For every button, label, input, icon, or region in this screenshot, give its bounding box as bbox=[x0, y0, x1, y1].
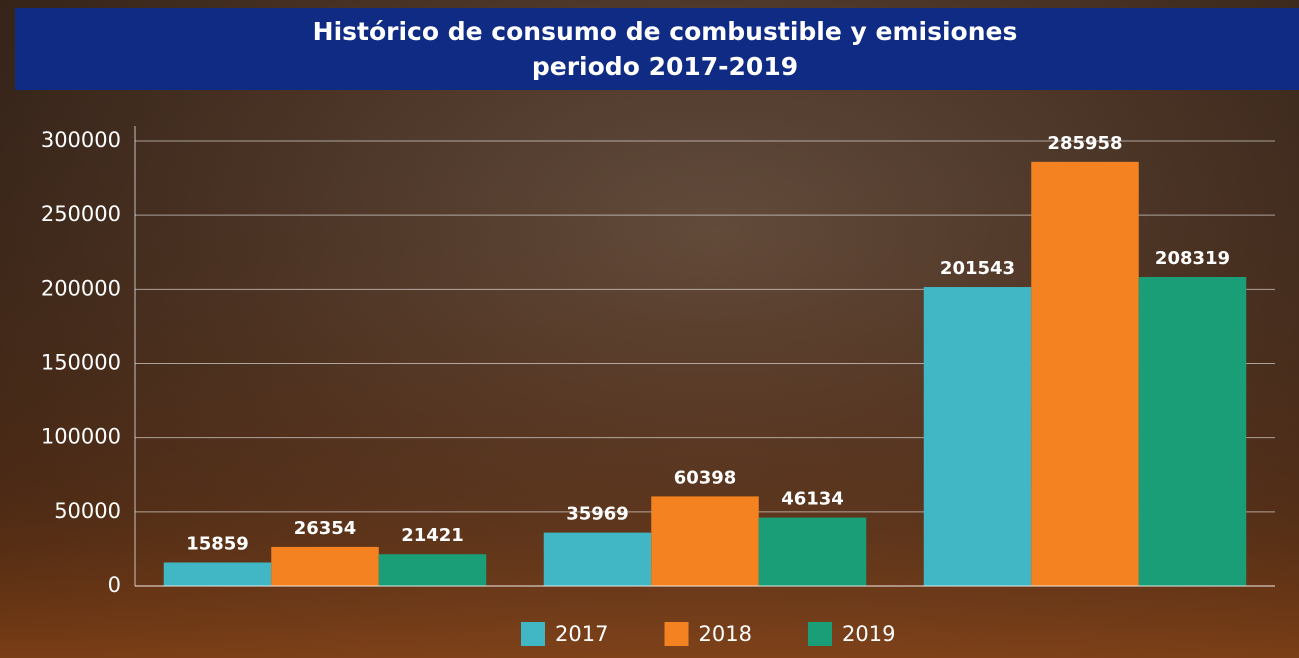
bar bbox=[271, 547, 379, 586]
y-tick-label: 150000 bbox=[41, 351, 121, 375]
bar bbox=[1139, 277, 1247, 586]
legend-label: 2018 bbox=[699, 622, 752, 646]
y-tick-label: 200000 bbox=[41, 276, 121, 300]
value-label: 21421 bbox=[401, 525, 464, 546]
value-label: 46134 bbox=[781, 489, 844, 510]
legend-swatch bbox=[808, 622, 832, 646]
legend-label: 2017 bbox=[555, 622, 608, 646]
value-label: 15859 bbox=[186, 533, 249, 554]
value-label: 26354 bbox=[294, 518, 357, 539]
bar bbox=[164, 562, 272, 586]
legend-label: 2019 bbox=[842, 622, 895, 646]
y-tick-label: 50000 bbox=[54, 499, 121, 523]
bar bbox=[379, 554, 487, 586]
y-tick-label: 300000 bbox=[41, 128, 121, 152]
y-tick-label: 250000 bbox=[41, 202, 121, 226]
legend-swatch bbox=[521, 622, 545, 646]
bar bbox=[759, 518, 867, 586]
bar bbox=[651, 496, 759, 586]
y-tick-label: 100000 bbox=[41, 425, 121, 449]
value-label: 201543 bbox=[940, 258, 1015, 279]
bar bbox=[1031, 162, 1139, 586]
y-tick-label: 0 bbox=[108, 573, 121, 597]
chart: Histórico de consumo de combustible y em… bbox=[0, 0, 1299, 658]
value-label: 60398 bbox=[674, 467, 737, 488]
chart-title: Histórico de consumo de combustible y em… bbox=[313, 17, 1018, 46]
value-label: 208319 bbox=[1155, 248, 1230, 269]
bar bbox=[924, 287, 1032, 586]
legend-swatch bbox=[665, 622, 689, 646]
page: {"chart_data": {"type": "bar", "title": … bbox=[0, 0, 1299, 658]
bar bbox=[544, 533, 652, 586]
chart-title: periodo 2017-2019 bbox=[532, 52, 798, 81]
value-label: 35969 bbox=[566, 504, 629, 525]
value-label: 285958 bbox=[1047, 133, 1122, 154]
